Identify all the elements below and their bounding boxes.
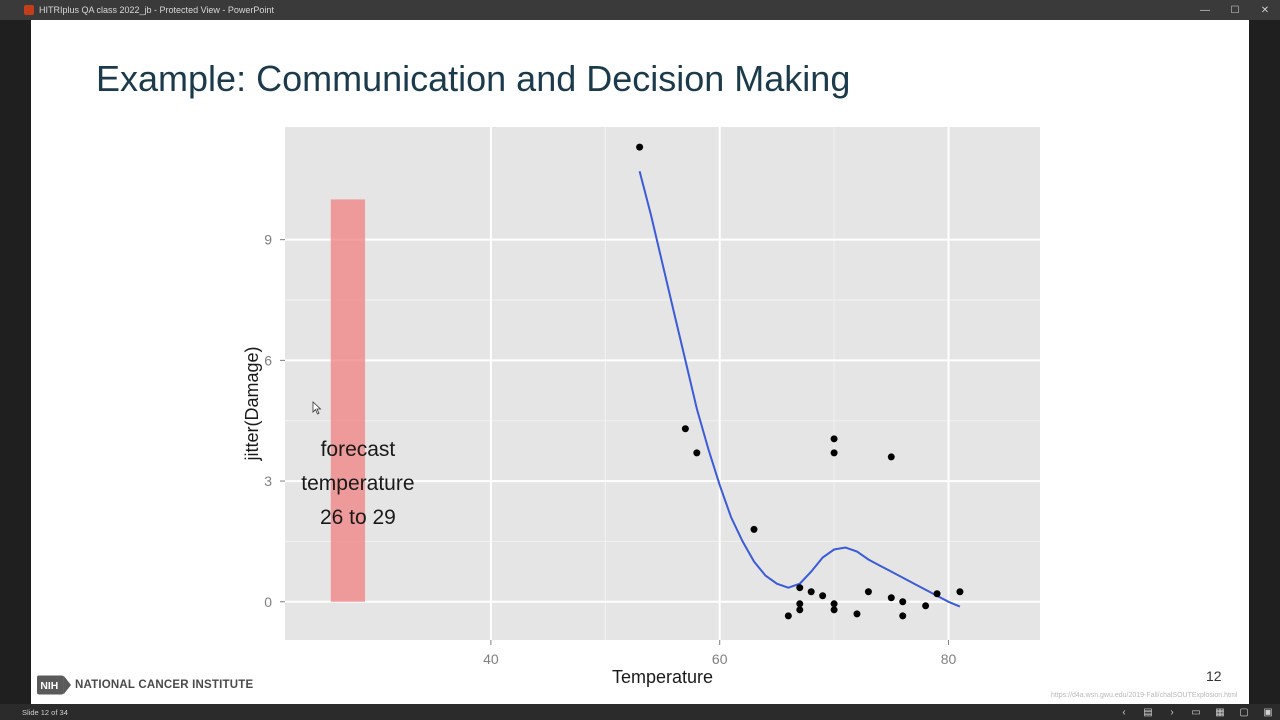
data-point <box>899 598 907 606</box>
y-tick-label: 3 <box>264 473 272 489</box>
nih-logo-mark: NIH <box>37 675 71 695</box>
data-point <box>796 584 804 592</box>
mouse-cursor-icon <box>312 401 322 415</box>
data-point <box>693 449 701 457</box>
x-tick-label: 60 <box>712 651 728 667</box>
nih-mark-text: NIH <box>40 681 58 692</box>
data-point <box>830 435 838 443</box>
data-point <box>819 592 827 600</box>
data-point <box>830 606 838 614</box>
data-point <box>864 588 872 596</box>
x-tick-label: 40 <box>483 651 499 667</box>
y-tick-label: 0 <box>264 594 272 610</box>
status-controls: ‹ ▤ › ▭ ▦ ▢ ▣ <box>1112 704 1280 720</box>
statusbar: Slide 12 of 34 ‹ ▤ › ▭ ▦ ▢ ▣ <box>0 704 1280 720</box>
slide-title: Example: Communication and Decision Maki… <box>96 58 851 99</box>
source-url: https://d4a.wsn.gwu.edu/2019-Fall/chalSO… <box>1051 692 1238 699</box>
menu-icon: ▤ <box>1143 706 1153 718</box>
chevron-right-icon: › <box>1170 706 1174 718</box>
slide-number: 12 <box>1206 668 1222 684</box>
data-point <box>784 612 792 620</box>
nih-institute-name: NATIONAL CANCER INSTITUTE <box>75 679 254 691</box>
close-button[interactable]: ✕ <box>1250 0 1280 20</box>
data-point <box>853 610 861 618</box>
forecast-label-line: temperature <box>301 472 414 495</box>
minimize-button[interactable]: — <box>1190 0 1220 20</box>
data-point <box>956 588 964 596</box>
book-icon: ▢ <box>1239 706 1249 718</box>
plot-panel <box>285 127 1040 640</box>
x-axis-title: Temperature <box>612 667 713 687</box>
x-tick-label: 80 <box>941 651 957 667</box>
forecast-band <box>330 199 366 602</box>
data-point <box>830 600 838 608</box>
data-point <box>796 606 804 614</box>
slide-menu-button[interactable]: ▤ <box>1136 704 1160 720</box>
window-controls: — ☐ ✕ <box>1190 0 1280 20</box>
window-titlebar: HITRIplus QA class 2022_jb - Protected V… <box>0 0 1280 20</box>
maximize-icon: ☐ <box>1230 4 1240 16</box>
data-point <box>887 453 895 461</box>
chevron-left-icon: ‹ <box>1122 706 1126 718</box>
grid-view-icon: ▦ <box>1215 706 1225 718</box>
slide-indicator: Slide 12 of 34 <box>22 707 68 717</box>
data-point <box>636 143 644 151</box>
data-point <box>750 525 758 533</box>
y-axis-title: jitter(Damage) <box>242 346 262 461</box>
next-slide-button[interactable]: › <box>1160 704 1184 720</box>
reading-view-button[interactable]: ▢ <box>1232 704 1256 720</box>
maximize-button[interactable]: ☐ <box>1220 0 1250 20</box>
slide-sorter-button[interactable]: ▦ <box>1208 704 1232 720</box>
close-icon: ✕ <box>1260 4 1270 16</box>
forecast-label-line: forecast <box>321 438 396 461</box>
normal-view-icon: ▭ <box>1191 706 1201 718</box>
data-point <box>830 449 838 457</box>
powerpoint-icon <box>24 5 34 15</box>
data-point <box>807 588 815 596</box>
data-point <box>922 602 930 610</box>
window-title: HITRIplus QA class 2022_jb - Protected V… <box>39 5 274 15</box>
y-tick-label: 9 <box>264 232 272 248</box>
data-point <box>899 612 907 620</box>
data-point <box>796 600 804 608</box>
y-tick-label: 6 <box>264 352 272 368</box>
temperature-damage-chart: forecast temperature 26 to 29 0 3 6 9 40 60 80 Tem… <box>242 127 1040 687</box>
data-point <box>681 425 689 433</box>
data-point <box>887 594 895 602</box>
slideshow-icon: ▣ <box>1263 706 1273 718</box>
forecast-label-line: 26 to 29 <box>320 506 396 529</box>
smooth-fit-line <box>638 171 961 608</box>
normal-view-button[interactable]: ▭ <box>1184 704 1208 720</box>
nih-logo: NIH NATIONAL CANCER INSTITUTE <box>37 673 253 697</box>
previous-slide-button[interactable]: ‹ <box>1112 704 1136 720</box>
slideshow-button[interactable]: ▣ <box>1256 704 1280 720</box>
minimize-icon: — <box>1200 4 1210 16</box>
slide-canvas[interactable]: Example: Communication and Decision Maki… <box>31 20 1249 704</box>
data-point <box>933 590 941 598</box>
